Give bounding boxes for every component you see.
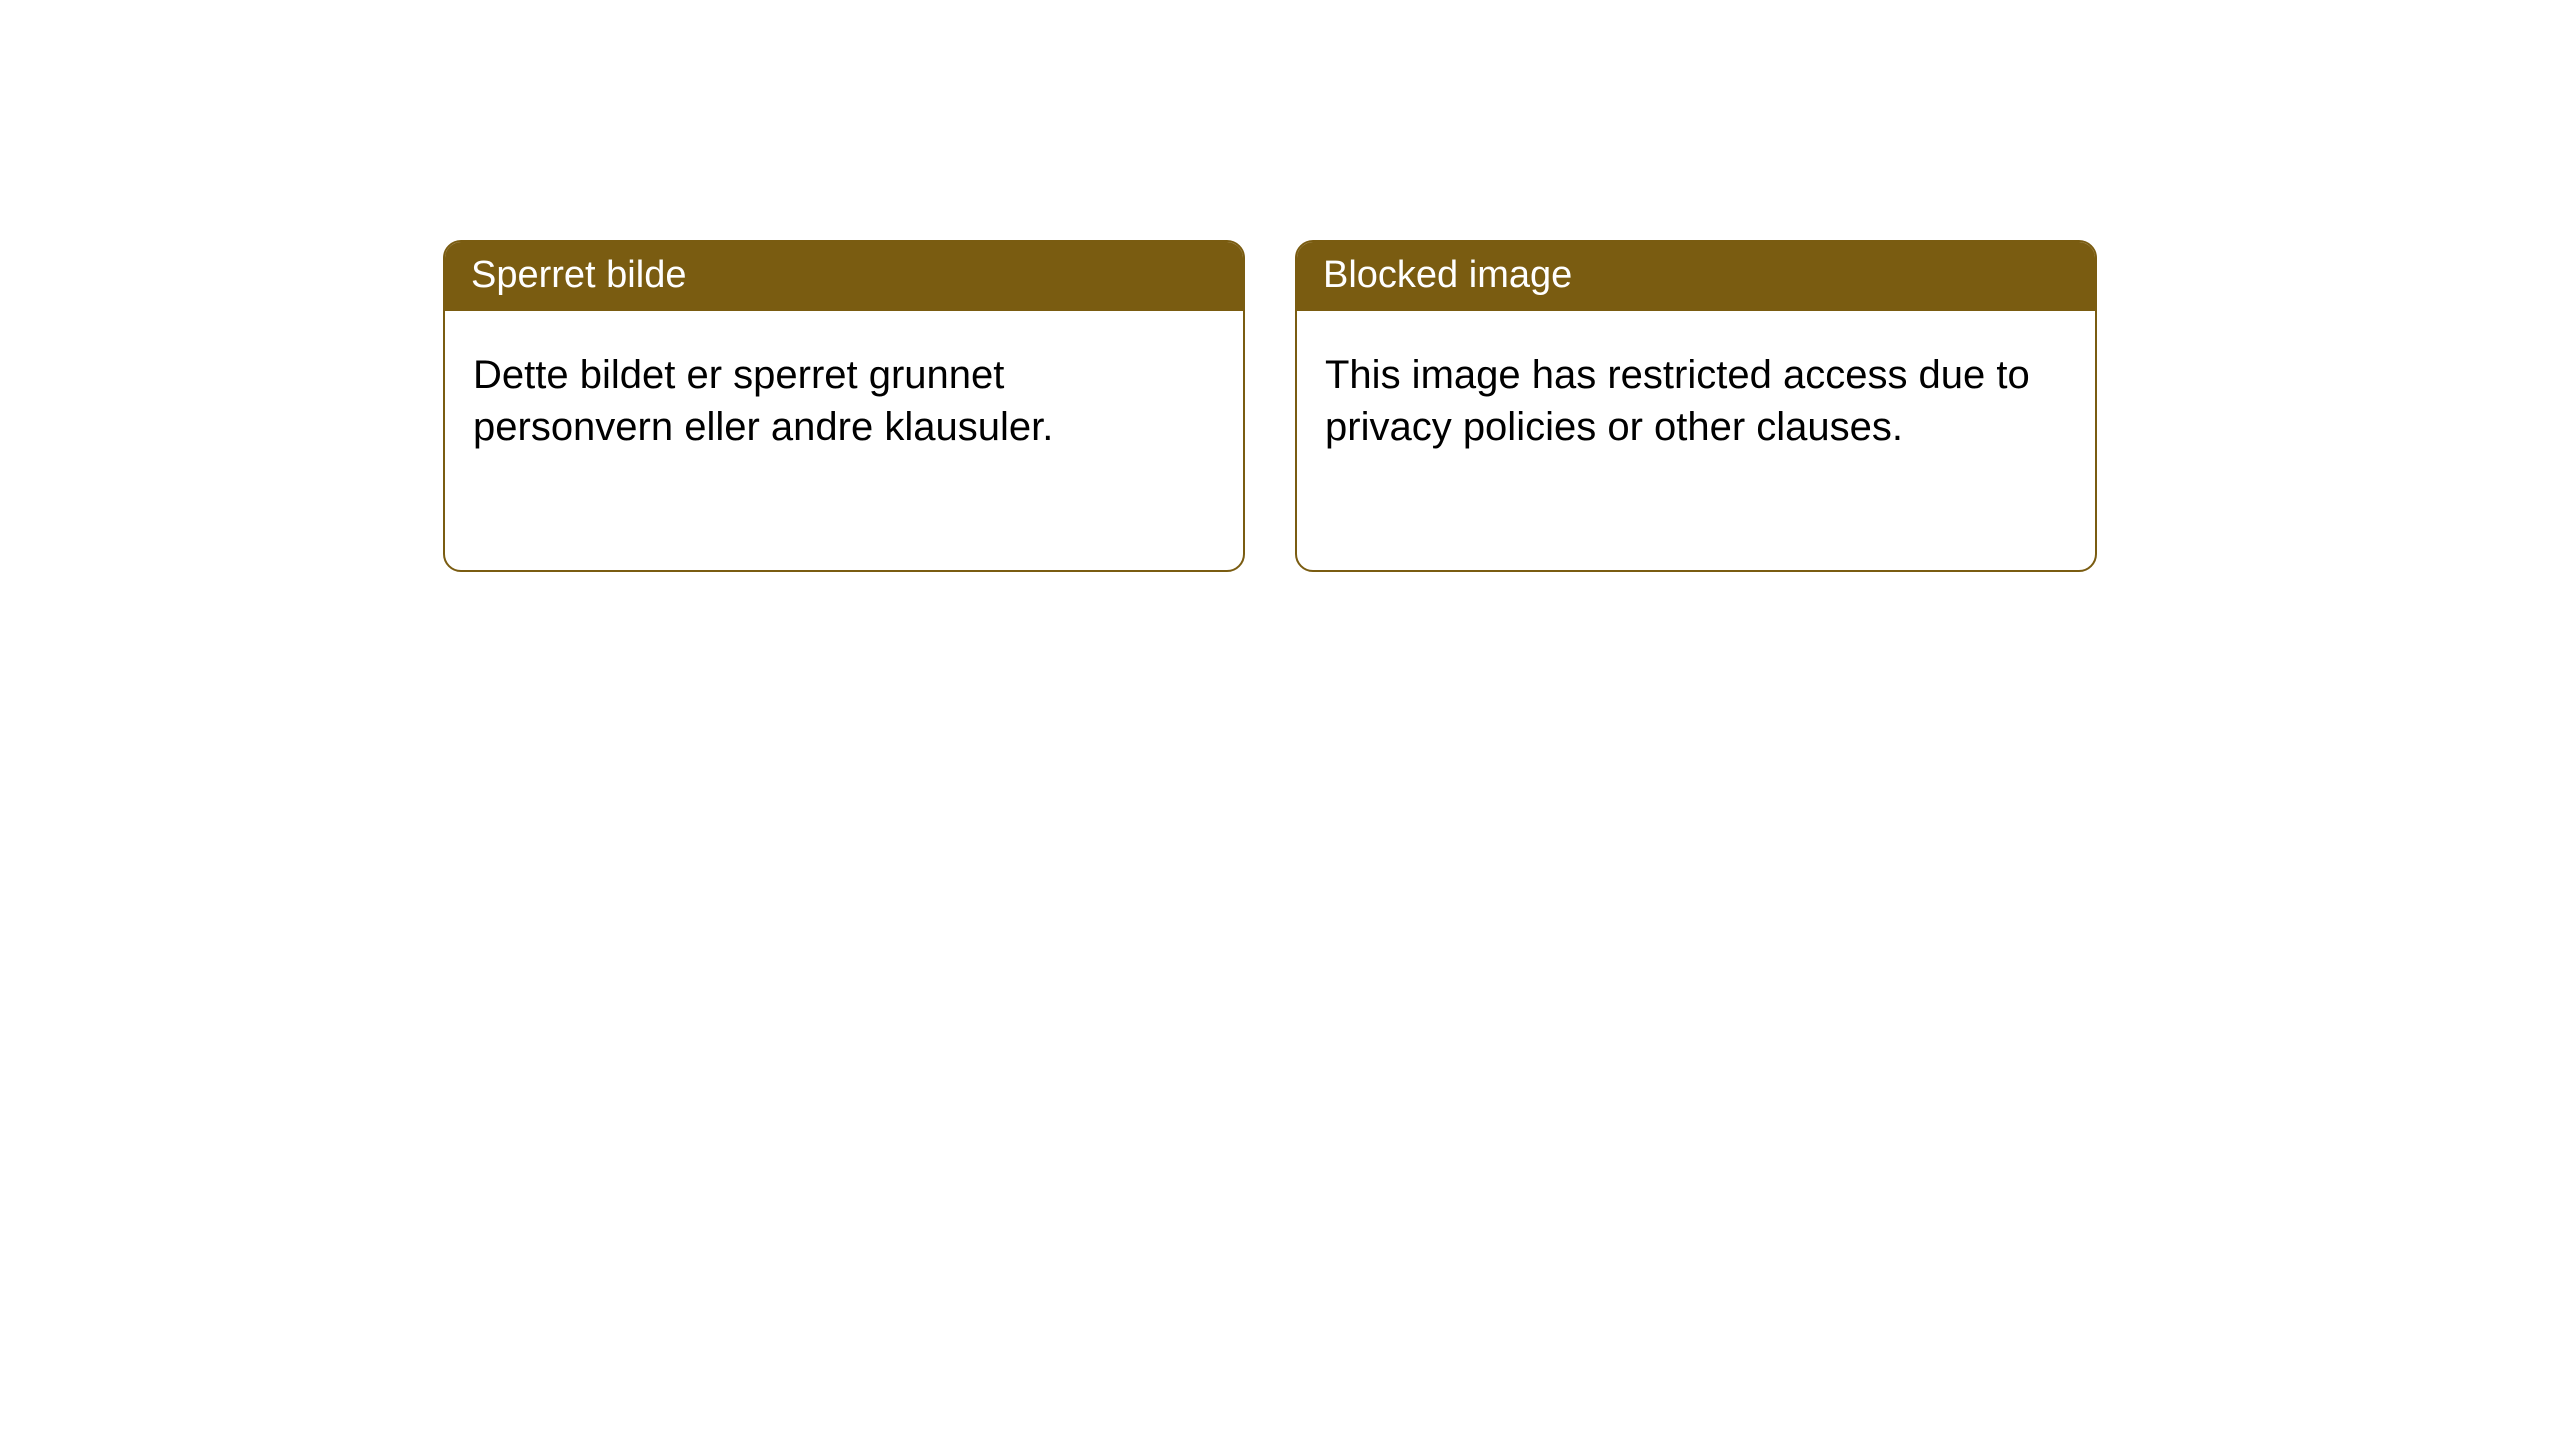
notice-card-english: Blocked image This image has restricted …: [1295, 240, 2097, 572]
notice-title: Blocked image: [1297, 242, 2095, 311]
notice-card-norwegian: Sperret bilde Dette bildet er sperret gr…: [443, 240, 1245, 572]
notice-body: Dette bildet er sperret grunnet personve…: [445, 311, 1243, 491]
notice-container: Sperret bilde Dette bildet er sperret gr…: [443, 240, 2097, 572]
notice-title: Sperret bilde: [445, 242, 1243, 311]
notice-body: This image has restricted access due to …: [1297, 311, 2095, 491]
